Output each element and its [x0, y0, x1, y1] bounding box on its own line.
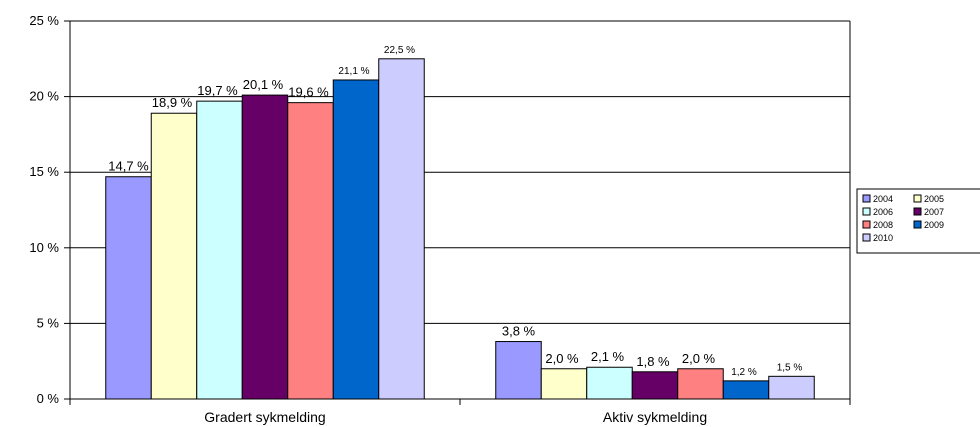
- legend-item-label: 2006: [873, 207, 893, 217]
- legend-item-label: 2010: [873, 233, 893, 243]
- bar: [150, 112, 198, 400]
- bars: [105, 58, 815, 400]
- data-label: 1,5 %: [777, 362, 803, 373]
- y-tick-label: 15 %: [29, 164, 59, 179]
- data-label: 22,5 %: [384, 45, 415, 56]
- bar: [332, 79, 380, 400]
- bar: [287, 102, 334, 400]
- legend-item-label: 2009: [924, 220, 944, 230]
- bar: [105, 176, 152, 400]
- legend-swatch: [913, 220, 922, 229]
- legend: 2004 2005 2006 2007 2008 2009 2010: [856, 188, 980, 254]
- legend-swatch: [862, 207, 871, 216]
- bar: [722, 380, 770, 400]
- y-tick-label: 5 %: [37, 315, 60, 330]
- data-label: 3,8 %: [502, 324, 536, 339]
- category-label: Gradert sykmelding: [204, 409, 325, 425]
- legend-item-label: 2005: [924, 194, 944, 204]
- data-labels: 14,7 % 18,9 % 19,7 % 20,1 % 19,6 % 21,1 % 22,5…: [108, 45, 802, 378]
- data-label: 20,1 %: [243, 77, 284, 92]
- legend-item-label: 2008: [873, 220, 893, 230]
- legend-swatch: [913, 194, 922, 203]
- data-label: 18,9 %: [152, 95, 193, 110]
- data-label: 1,8 %: [636, 354, 670, 369]
- data-label: 2,0 %: [545, 351, 579, 366]
- bar: [378, 58, 425, 400]
- data-label: 19,7 %: [197, 83, 238, 98]
- data-label: 21,1 %: [338, 66, 369, 77]
- legend-item-label: 2007: [924, 207, 944, 217]
- legend-swatch: [862, 233, 871, 242]
- data-label: 2,0 %: [682, 351, 716, 366]
- category-label: Aktiv sykmelding: [603, 409, 707, 425]
- axes: 0 % 5 % 10 % 15 % 20 % 25 % Gradert sykmelding…: [29, 13, 851, 425]
- data-label: 1,2 %: [731, 367, 757, 378]
- y-tick-label: 10 %: [29, 240, 59, 255]
- bar: [768, 375, 815, 400]
- data-label: 19,6 %: [288, 85, 329, 100]
- data-label: 2,1 %: [591, 349, 625, 364]
- bar: [586, 366, 633, 400]
- legend-swatch: [913, 207, 922, 216]
- bar: [495, 341, 542, 400]
- bar: [196, 100, 243, 400]
- y-tick-label: 0 %: [37, 391, 60, 406]
- bar: [631, 371, 679, 400]
- legend-item-label: 2004: [873, 194, 893, 204]
- y-tick-label: 20 %: [29, 89, 59, 104]
- bar: [540, 368, 588, 400]
- data-label: 14,7 %: [108, 159, 149, 174]
- bar: [677, 368, 724, 400]
- y-tick-label: 25 %: [29, 13, 59, 28]
- legend-swatch: [862, 220, 871, 229]
- legend-swatch: [862, 194, 871, 203]
- bar: [241, 94, 289, 400]
